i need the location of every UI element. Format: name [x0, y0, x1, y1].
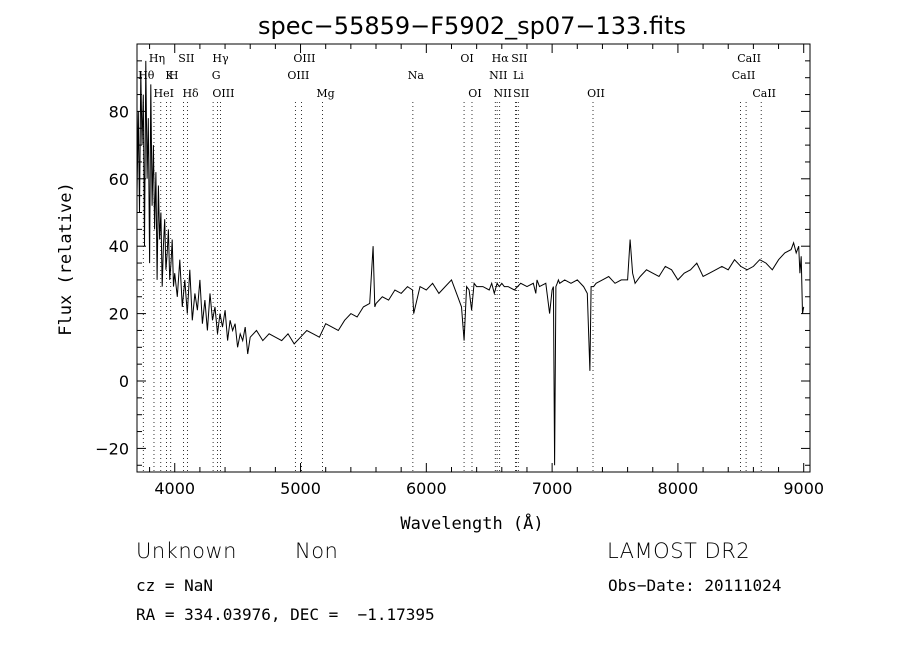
spectrum-line-group: [136, 60, 805, 466]
spectral-subclass: Non: [295, 539, 339, 563]
line-label-17: SII: [511, 52, 527, 65]
line-label-12: Mg: [316, 87, 334, 100]
line-label-21: SII: [513, 87, 529, 100]
line-label-5: SII: [178, 52, 194, 65]
x-tick-label-2: 6000: [406, 479, 447, 498]
y-tick-label-0: −20: [95, 439, 129, 458]
x-tick-label-4: 8000: [658, 479, 699, 498]
line-label-6: Hδ: [182, 87, 199, 100]
y-tick-label-2: 20: [109, 305, 129, 324]
line-label-25: CaII: [752, 87, 776, 100]
x-tick-label-1: 5000: [280, 479, 321, 498]
y-axis-label: Flux (relative): [56, 182, 76, 336]
line-label-7: Hγ: [212, 52, 229, 65]
line-label-22: OII: [587, 87, 605, 100]
line-label-13: Na: [408, 69, 425, 82]
line-label-19: Li: [513, 69, 524, 82]
plot-frame: [136, 43, 811, 473]
chart-title: spec−55859−F5902_sp07−133.fits: [258, 12, 686, 40]
line-label-2: K: [165, 69, 174, 82]
axes: 4000 5000 6000 7000 8000 9000 −20 0 20 40 60 80: [95, 43, 824, 498]
observation-date: Obs−Date: 20111024: [608, 576, 782, 595]
survey-name: LAMOST DR2: [607, 539, 751, 563]
y-tick-label-3: 40: [109, 237, 129, 256]
line-label-24: CaII: [732, 69, 756, 82]
y-tick-label-1: 0: [119, 372, 129, 391]
line-label-11: OIII: [293, 52, 315, 65]
line-label-16: Hα: [492, 52, 510, 65]
x-tick-label-0: 4000: [154, 479, 195, 498]
x-tick-label-5: 9000: [783, 479, 824, 498]
line-label-0: Hη: [149, 52, 165, 65]
line-label-14: OI: [460, 52, 473, 65]
line-label-23: CaII: [737, 52, 761, 65]
line-label-15: OI: [468, 87, 481, 100]
line-label-3: H: [169, 69, 179, 82]
y-tick-label-5: 80: [109, 102, 129, 121]
line-label-9: OIII: [212, 87, 234, 100]
line-label-1: Hθ: [138, 69, 155, 82]
line-label-20: NII: [494, 87, 512, 100]
y-tick-label-4: 60: [109, 170, 129, 189]
spectral-class: Unknown: [136, 539, 237, 563]
spectrum-line-0: [136, 60, 805, 466]
coordinates-readout: RA = 334.03976, DEC = −1.17395: [136, 605, 435, 624]
line-label-4: HeI: [154, 87, 174, 100]
line-label-18: NII: [489, 69, 507, 82]
x-tick-label-3: 7000: [532, 479, 573, 498]
line-label-10: OIII: [287, 69, 309, 82]
x-axis-label: Wavelength (Å): [400, 512, 543, 534]
line-label-8: G: [212, 69, 221, 82]
redshift-readout: cz = NaN: [136, 576, 214, 595]
